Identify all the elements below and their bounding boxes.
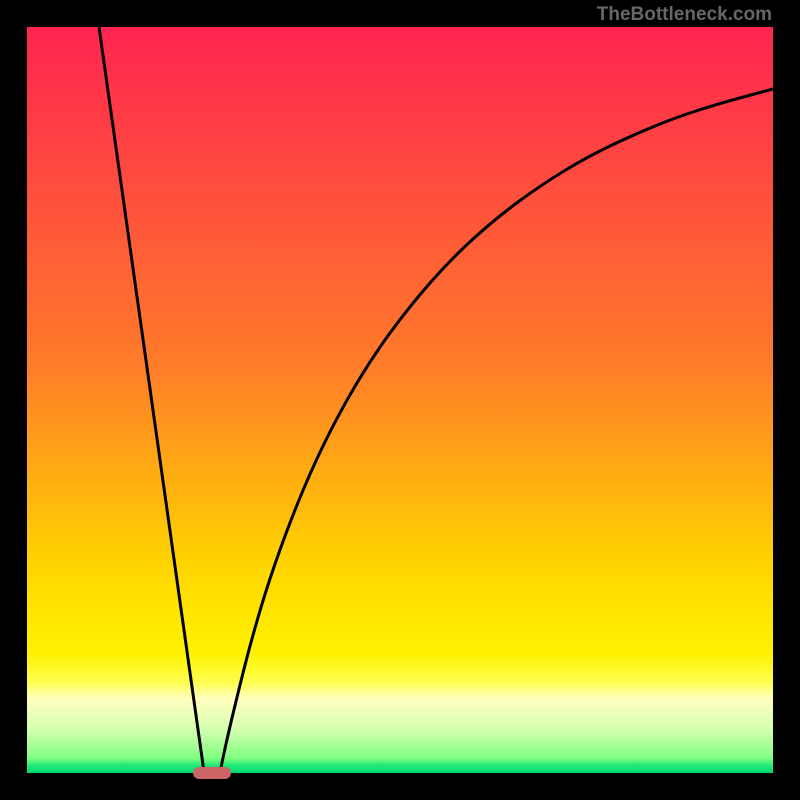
bottleneck-marker — [193, 767, 231, 779]
chart-container: TheBottleneck.com — [0, 0, 800, 800]
plot-area — [27, 27, 773, 773]
curve-left-line — [99, 27, 204, 772]
watermark-text: TheBottleneck.com — [597, 4, 772, 26]
curve-right — [220, 89, 773, 772]
curve-svg — [27, 27, 773, 773]
